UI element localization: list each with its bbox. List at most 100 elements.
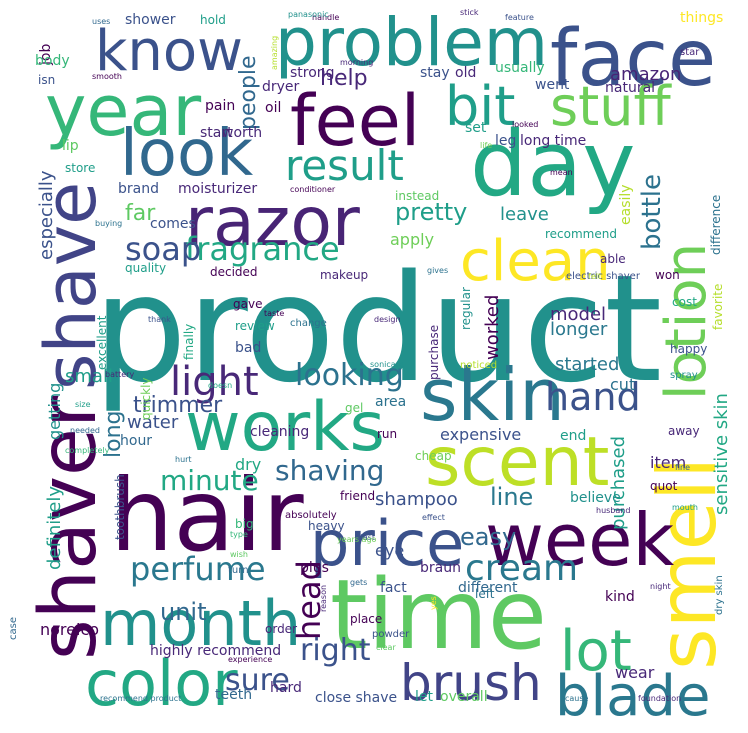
cloud-word-amazon: amazon <box>610 64 681 85</box>
cloud-word-electric-shaver: electric shaver <box>566 271 641 282</box>
cloud-word-gel: gel <box>345 401 363 415</box>
cloud-word-close-shave: close shave <box>315 690 397 706</box>
cloud-word-month: month <box>100 587 301 660</box>
cloud-word-oil: oil <box>265 100 281 116</box>
cloud-word-easy: easy <box>460 523 516 551</box>
cloud-word-norelco: norelco <box>40 620 99 639</box>
cloud-word-end: end <box>560 428 586 444</box>
cloud-word-recommend: recommend <box>545 227 617 241</box>
cloud-word-dryer: dryer <box>262 79 300 95</box>
cloud-word-mouth: mouth <box>672 503 698 512</box>
cloud-word-getting: getting <box>45 383 64 440</box>
cloud-word-makeup: makeup <box>320 268 368 282</box>
cloud-word-comes: comes <box>150 216 196 232</box>
cloud-word-lotion: lotion <box>654 243 719 400</box>
cloud-word-size: size <box>75 400 91 409</box>
cloud-word-gets: gets <box>350 578 367 587</box>
cloud-word-worked: worked <box>482 295 503 360</box>
cloud-word-dry: dry <box>235 455 261 474</box>
cloud-word-able: able <box>600 252 626 266</box>
cloud-word-know: know <box>95 19 243 84</box>
cloud-word-foundation: foundation <box>638 694 681 703</box>
cloud-word-wear: wear <box>615 663 655 682</box>
cloud-word-pretty: pretty <box>395 198 467 226</box>
cloud-word-quickly: quickly <box>139 377 153 420</box>
cloud-word-old: old <box>455 65 476 81</box>
cloud-word-difference: difference <box>709 195 723 255</box>
cloud-word-cream: cream <box>465 548 578 589</box>
cloud-word-unit: unit <box>160 598 207 626</box>
cloud-word-price: price <box>310 507 464 580</box>
cloud-word-time: time <box>330 559 547 671</box>
cloud-word-kind: kind <box>605 589 635 605</box>
cloud-word-review: review <box>235 319 275 333</box>
cloud-word-turn: turn <box>228 565 249 576</box>
cloud-word-excellent: excellent <box>95 315 109 370</box>
cloud-word-big: big <box>235 517 254 531</box>
cloud-word-pain: pain <box>205 98 235 114</box>
cloud-word-cost: cost <box>672 295 697 309</box>
cloud-word-strong: strong <box>290 65 335 81</box>
cloud-word-gave: gave <box>233 297 262 311</box>
cloud-word-moisturizer: moisturizer <box>178 181 257 197</box>
cloud-word-light: light <box>170 359 259 405</box>
cloud-word-hold: hold <box>200 13 226 27</box>
cloud-word-blade: blade <box>555 664 710 729</box>
cloud-word-friend: friend <box>340 489 375 503</box>
cloud-word-shaving: shaving <box>275 454 384 487</box>
cloud-word-braun: braun <box>420 560 461 576</box>
cloud-word-leg: leg <box>495 133 516 149</box>
cloud-word-year: year <box>45 70 201 152</box>
cloud-word-life: life <box>480 141 492 150</box>
cloud-word-worth: worth <box>222 125 262 141</box>
cloud-word-long-time: long time <box>520 133 586 149</box>
cloud-word-away: away <box>668 424 700 438</box>
cloud-word-store: store <box>65 161 95 175</box>
cloud-word-different: different <box>458 580 518 596</box>
cloud-word-clean: clean <box>460 229 611 294</box>
cloud-word-powder: powder <box>372 629 410 640</box>
cloud-word-isn: isn <box>38 73 55 87</box>
cloud-word-bit: bit <box>445 75 515 138</box>
cloud-word-husband: husband <box>596 506 630 515</box>
cloud-word-cause: cause <box>565 694 589 703</box>
cloud-word-model: model <box>550 304 606 325</box>
cloud-word-amazing: amazing <box>270 36 279 70</box>
cloud-word-job: job <box>38 44 54 66</box>
cloud-word-bad: bad <box>235 340 261 356</box>
cloud-word-natural: natural <box>605 80 655 96</box>
cloud-word-bottle: bottle <box>637 174 667 250</box>
cloud-word-help: help <box>320 66 368 91</box>
cloud-word-hard: hard <box>270 680 302 696</box>
cloud-word-right: right <box>300 633 371 668</box>
cloud-word-favorite: favorite <box>711 284 725 330</box>
cloud-word-fast: fast <box>360 533 375 542</box>
cloud-word-problem: problem <box>275 4 548 81</box>
cloud-word-noticed: noticed <box>460 360 497 371</box>
cloud-word-small: small <box>65 366 113 387</box>
cloud-word-lot: lot <box>560 619 632 684</box>
cloud-word-soap: soap <box>125 230 201 268</box>
cloud-word-purchased: purchased <box>608 436 629 530</box>
cloud-word-change: change <box>290 318 327 329</box>
cloud-word-hour: hour <box>120 433 152 449</box>
cloud-word-skin: skin <box>420 353 565 437</box>
cloud-word-scent: scent <box>425 423 609 502</box>
cloud-word-mean: mean <box>550 168 573 177</box>
cloud-word-toothbrush: toothbrush <box>113 474 127 540</box>
cloud-word-doesn: doesn <box>208 381 232 390</box>
cloud-word-heavy: heavy <box>308 519 345 533</box>
cloud-word-panasonic: panasonic <box>288 10 329 19</box>
cloud-word-longer: longer <box>550 319 608 340</box>
cloud-word-cheap: cheap <box>415 449 452 463</box>
cloud-word-taste: taste <box>264 309 284 318</box>
cloud-word-quot: quot <box>650 479 678 493</box>
cloud-word-look: look <box>120 117 253 191</box>
cloud-word-gives: gives <box>427 266 448 275</box>
cloud-word-trimmer: trimmer <box>133 393 223 418</box>
cloud-word-left: left <box>475 587 495 601</box>
cloud-word-run: run <box>377 427 397 441</box>
cloud-word-start: start <box>200 125 233 141</box>
cloud-word-eye: eye <box>375 541 404 560</box>
